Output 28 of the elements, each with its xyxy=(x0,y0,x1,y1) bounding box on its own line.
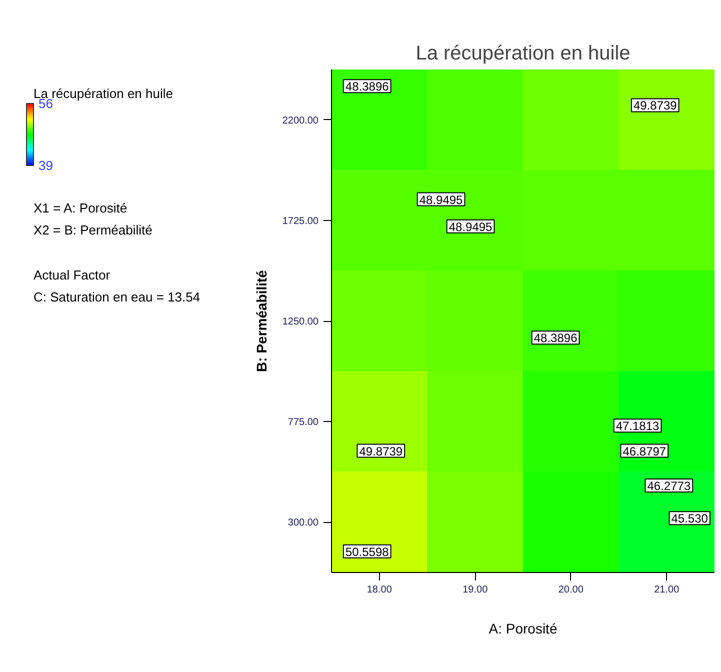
annotation: 50.5598 xyxy=(345,544,390,559)
text: C: Saturation en eau = 13.54 xyxy=(34,289,200,304)
annotation: 49.8739 xyxy=(633,98,678,113)
x-tick-label: 19.00 xyxy=(462,584,488,596)
x-tick-label: 18.00 xyxy=(366,584,392,596)
annotation: 48.9495 xyxy=(419,192,464,207)
text: X1 = A: Porosité xyxy=(34,200,128,216)
text: X2 = B: Perméabilité xyxy=(34,222,152,238)
y-tick-label: 2200.00 xyxy=(282,115,319,126)
annotation: 46.8797 xyxy=(622,444,666,458)
x-axis-title: A: Porosité xyxy=(488,620,558,636)
y-tick-label: 1725.00 xyxy=(282,216,319,227)
y-tick-label: 1250.00 xyxy=(282,316,319,328)
y-tick-label: 775.00 xyxy=(288,417,319,428)
annotation: 48.9495 xyxy=(448,220,493,234)
chart-title: La récupération en huile xyxy=(416,42,630,64)
annotation: 46.2773 xyxy=(647,478,691,493)
color-bar-label: 39 xyxy=(38,158,53,173)
annotation: 48.3896 xyxy=(345,80,390,94)
y-axis-title: B: Perméabilité xyxy=(253,270,270,372)
text: Actual Factor xyxy=(34,267,111,282)
annotation: 45.530 xyxy=(671,512,708,526)
y-tick-label: 300.00 xyxy=(288,518,319,529)
annotation: 47.1813 xyxy=(616,419,660,434)
x-tick-label: 21.00 xyxy=(654,584,680,596)
annotation: 48.3896 xyxy=(534,331,578,346)
x-tick-label: 20.00 xyxy=(558,584,584,596)
annotation: 49.8739 xyxy=(359,444,403,458)
